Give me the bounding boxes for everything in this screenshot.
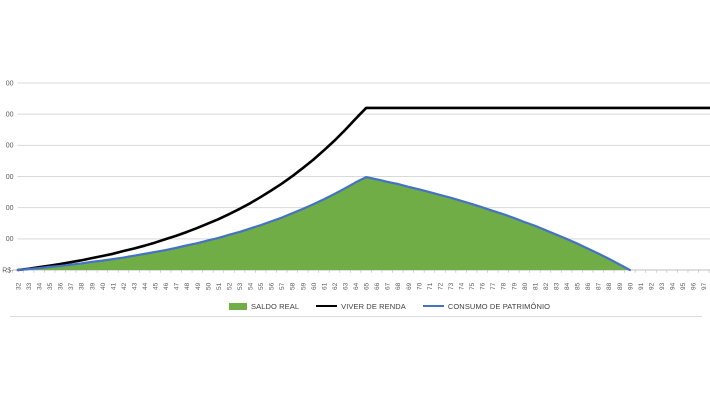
x-axis-tick-label: 74: [459, 282, 466, 290]
y-axis-tick-label: 00: [6, 236, 14, 243]
x-axis-tick-label: 88: [606, 282, 613, 290]
x-axis-tick-label: 87: [596, 282, 603, 290]
x-axis-tick-label: 77: [490, 282, 497, 290]
x-axis-tick-label: 49: [195, 282, 202, 290]
x-axis-tick-label: 86: [585, 282, 592, 290]
y-axis-tick-label: 00: [6, 143, 14, 150]
x-axis-tick-label: 79: [511, 282, 518, 290]
y-axis-tick-label: 00: [6, 80, 14, 87]
x-axis-tick-label: 59: [300, 282, 307, 290]
x-axis-tick-label: 95: [680, 282, 687, 290]
x-axis-tick-label: 89: [617, 282, 624, 290]
x-axis-tick-label: 33: [26, 282, 33, 290]
x-axis-tick-label: 68: [395, 282, 402, 290]
x-axis-tick-label: 35: [47, 282, 54, 290]
x-axis-tick-label: 38: [79, 282, 86, 290]
x-axis-tick-label: 61: [321, 282, 328, 290]
x-axis-tick-label: 50: [205, 282, 212, 290]
x-axis-tick-label: 96: [691, 282, 698, 290]
x-axis-tick-label: 39: [89, 282, 96, 290]
x-axis-tick-label: 36: [58, 282, 65, 290]
series-line-consumo-de-patrimônio: [16, 176, 632, 272]
x-axis-tick-label: 58: [290, 282, 297, 290]
x-axis-tick-label: 40: [100, 282, 107, 290]
chart-legend: SALDO REAL VIVER DE RENDA CONSUMO DE PAT…: [229, 299, 550, 313]
x-axis-tick-label: 71: [427, 282, 434, 290]
x-axis-tick-label: 43: [131, 282, 138, 290]
x-axis-tick-label: 57: [279, 282, 286, 290]
x-axis-tick-label: 69: [406, 282, 413, 290]
x-axis-tick-label: 97: [701, 282, 708, 290]
y-axis-zero-label: R$-: [2, 267, 14, 274]
x-axis-tick-label: 56: [269, 282, 276, 290]
x-axis-tick-label: 54: [248, 282, 255, 290]
line-swatch-icon: [316, 304, 338, 308]
x-axis-tick-label: 66: [374, 282, 381, 290]
x-axis-tick-label: 67: [385, 282, 392, 290]
x-axis-tick-label: 47: [174, 282, 181, 290]
x-axis-tick-label: 44: [142, 282, 149, 290]
x-axis-tick-label: 37: [68, 282, 75, 290]
legend-label: SALDO REAL: [251, 301, 300, 311]
x-axis-tick-label: 92: [648, 282, 655, 290]
x-axis-tick-label: 63: [342, 282, 349, 290]
x-axis-tick-label: 60: [311, 282, 318, 290]
x-axis-tick-label: 32: [15, 282, 22, 290]
legend-item-saldo-real: SALDO REAL: [229, 302, 299, 311]
x-axis-tick-label: 42: [121, 282, 128, 290]
x-axis-tick-label: 48: [184, 282, 191, 290]
series-line-viver-de-renda: [16, 106, 710, 272]
x-axis-tick-label: 76: [480, 282, 487, 290]
x-axis-tick-label: 34: [37, 282, 44, 290]
x-axis-tick-label: 45: [153, 282, 160, 290]
x-axis-tick-label: 90: [627, 282, 634, 290]
x-axis-tick-label: 82: [543, 282, 550, 290]
line-swatch-icon: [422, 304, 444, 308]
x-axis-tick-label: 53: [237, 282, 244, 290]
legend-label: VIVER DE RENDA: [341, 301, 406, 311]
x-axis-tick-label: 81: [532, 282, 539, 290]
x-axis-tick-label: 51: [216, 282, 223, 290]
x-axis-tick-label: 85: [575, 282, 582, 290]
x-axis-tick-label: 83: [553, 282, 560, 290]
x-axis-tick-label: 75: [469, 282, 476, 290]
x-axis-tick-label: 91: [638, 282, 645, 290]
x-axis-tick-label: 84: [564, 282, 571, 290]
x-axis-tick-label: 73: [448, 282, 455, 290]
x-axis-tick-label: 94: [670, 282, 677, 290]
x-axis-tick-label: 46: [163, 282, 170, 290]
x-axis-tick-label: 78: [501, 282, 508, 290]
legend-item-consumo-de-patrimonio: CONSUMO DE PATRIMÔNIO: [422, 301, 551, 311]
x-axis-tick-label: 65: [364, 282, 371, 290]
x-axis-tick-label: 62: [332, 282, 339, 290]
x-axis-tick-label: 41: [110, 282, 117, 290]
legend-item-viver-de-renda: VIVER DE RENDA: [316, 302, 406, 311]
x-axis-tick-label: 55: [258, 282, 265, 290]
x-axis-tick-label: 64: [353, 282, 360, 290]
x-axis-tick-label: 72: [437, 282, 444, 290]
y-axis-tick-label: 00: [6, 111, 14, 118]
y-axis-tick-label: 00: [6, 174, 14, 181]
legend-label: CONSUMO DE PATRIMÔNIO: [447, 301, 551, 311]
series-area-saldo-real: [18, 177, 630, 270]
y-axis-tick-label: 00: [6, 205, 14, 212]
area-swatch-icon: [229, 302, 247, 310]
x-axis-tick-label: 93: [659, 282, 666, 290]
x-axis-tick-label: 70: [416, 282, 423, 290]
x-axis-tick-label: 80: [522, 282, 529, 290]
chart-area-bottom-border: [10, 316, 702, 317]
x-axis-tick-label: 52: [226, 282, 233, 290]
